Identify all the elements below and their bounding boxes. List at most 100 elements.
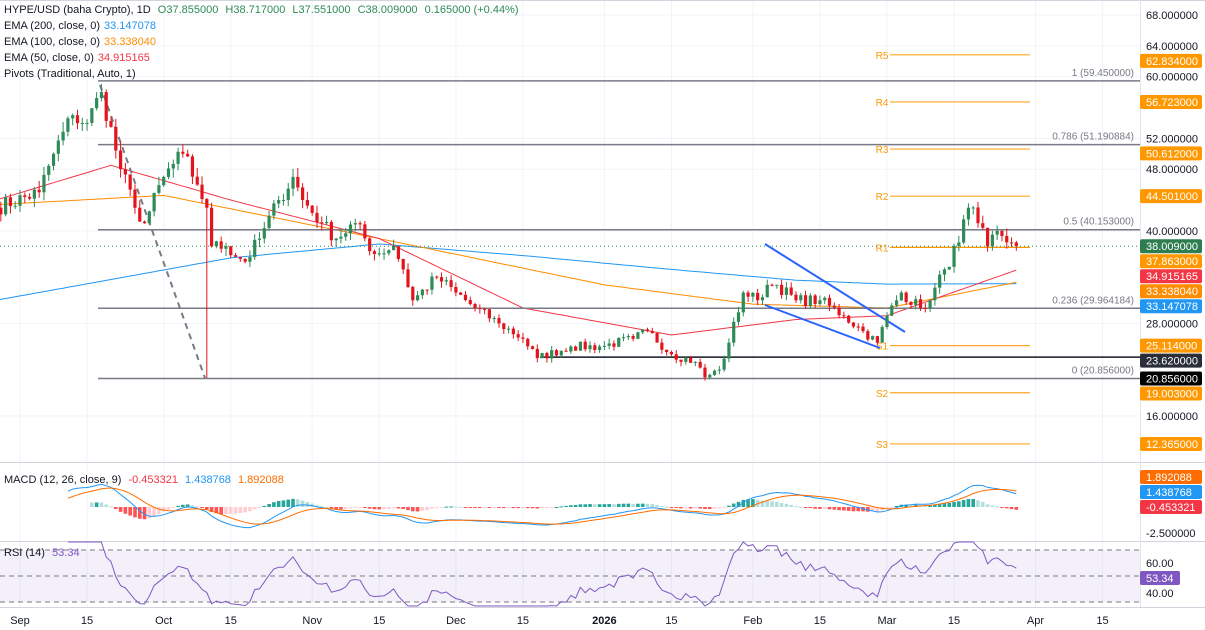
macd-histogram-bar: [281, 500, 286, 507]
price-badge: [1140, 284, 1202, 299]
macd-histogram-bar: [980, 501, 985, 507]
candle-down: [689, 357, 693, 363]
legend-rsi[interactable]: RSI (14) 53.34: [4, 545, 80, 561]
macd-histogram-bar: [195, 506, 200, 508]
candle-down: [909, 302, 913, 305]
macd-histogram-bar: [593, 504, 597, 507]
macd-histogram-bar: [343, 507, 348, 510]
legend-ema100[interactable]: EMA (100, close, 0) 33.338040: [4, 34, 156, 50]
candle-down: [229, 246, 233, 256]
candle-down: [200, 184, 204, 200]
candle-down: [655, 333, 659, 343]
macd-histogram-bar: [736, 501, 741, 507]
candle-up: [894, 300, 899, 306]
macd-histogram-bar: [348, 507, 353, 509]
price-axis-label: 28.000000: [1146, 318, 1198, 330]
candle-down: [665, 349, 669, 353]
macd-histogram-bar: [717, 507, 722, 509]
price-axis-label: 16.000000: [1146, 411, 1198, 423]
candle-up: [717, 369, 721, 371]
ohlc-low: L37.551000: [292, 4, 351, 16]
candle-down: [1014, 242, 1018, 247]
candle-down: [0, 207, 3, 215]
macd-histogram-bar: [406, 507, 410, 511]
candle-down: [794, 294, 798, 301]
macd-histogram-bar: [679, 507, 683, 509]
candle-down: [468, 300, 472, 305]
macd-histogram-bar: [1004, 507, 1009, 509]
rsi-axis-label: 60.00: [1146, 558, 1174, 570]
pivot-price-badge-text: 50.612000: [1146, 148, 1198, 160]
ema-line-ema50: [0, 164, 1017, 336]
price-badge: [1140, 299, 1202, 314]
candle-up: [13, 205, 17, 207]
ema50-label: EMA (50, close, 0): [4, 52, 94, 64]
macd-histogram-bar: [190, 505, 195, 507]
macd-histogram-bar: [252, 507, 257, 510]
candle-up: [214, 241, 218, 247]
candle-up: [224, 246, 228, 249]
macd-histogram-bar: [942, 503, 947, 507]
candle-down: [133, 189, 137, 208]
ema200-value: 33.147078: [104, 20, 156, 32]
candle-up: [765, 284, 769, 298]
macd-histogram-bar: [425, 507, 429, 511]
ema200-label: EMA (200, close, 0): [4, 20, 100, 32]
macd-histogram-bar: [712, 507, 717, 509]
legend-pivots[interactable]: Pivots (Traditional, Auto, 1): [4, 66, 136, 82]
legend-macd[interactable]: MACD (12, 26, close, 9) -0.453321 1.4387…: [4, 472, 284, 488]
macd-histogram-bar: [401, 507, 405, 510]
macd-histogram-bar: [454, 506, 458, 508]
candle-down: [372, 251, 377, 255]
macd-histogram-bar: [875, 507, 880, 512]
candle-up: [808, 295, 812, 306]
macd-histogram-bar: [966, 499, 971, 507]
macd-histogram-bar: [99, 502, 104, 507]
macd-histogram-bar: [578, 504, 583, 507]
macd-histogram-bar: [152, 507, 156, 517]
macd-histogram-bar: [525, 507, 530, 509]
candle-up: [569, 346, 573, 352]
candle-up: [291, 176, 295, 189]
candle-down: [904, 292, 908, 303]
symbol-title[interactable]: HYPE/USD (baha Crypto), 1D: [4, 4, 151, 16]
macd-histogram-bar: [324, 506, 329, 508]
macd-histogram-bar: [463, 507, 468, 508]
macd-histogram-bar: [640, 503, 645, 507]
candle-up: [267, 215, 271, 229]
candle-down: [401, 258, 405, 270]
candle-up: [61, 131, 65, 141]
macd-histogram-bar: [497, 507, 501, 508]
candle-down: [837, 307, 841, 316]
legend-ema50[interactable]: EMA (50, close, 0) 34.915165: [4, 50, 150, 66]
macd-histogram-bar: [224, 507, 228, 514]
macd-histogram-bar: [363, 507, 367, 508]
macd-histogram-bar: [933, 505, 937, 507]
candle-up: [171, 163, 175, 169]
candle-up: [281, 199, 286, 201]
macd-histogram-bar: [94, 502, 99, 507]
macd-badge-text: 1.438768: [1146, 487, 1192, 499]
candle-down: [301, 187, 305, 201]
candle-down: [190, 156, 195, 177]
candle-down: [780, 284, 784, 295]
candle-up: [962, 219, 966, 243]
rsi-label: RSI (14): [4, 547, 45, 559]
candle-up: [4, 197, 8, 215]
macd-histogram-bar: [851, 507, 856, 512]
candle-up: [741, 292, 745, 313]
legend-ema200[interactable]: EMA (200, close, 0) 33.147078: [4, 18, 156, 34]
macd-histogram-bar: [669, 507, 674, 508]
candle-down: [23, 195, 27, 197]
candle-up: [56, 140, 60, 154]
macd-badge-text: -0.453321: [1146, 502, 1196, 514]
macd-histogram-bar: [1014, 507, 1019, 510]
candle-down: [243, 258, 247, 262]
candle-down: [813, 295, 817, 304]
candle-down: [985, 227, 990, 247]
rsi-value: 53.34: [52, 547, 80, 559]
time-axis-label: Sep: [10, 615, 30, 627]
macd-histogram-bar: [947, 502, 952, 507]
pivot-label-s3: S3: [876, 440, 889, 451]
